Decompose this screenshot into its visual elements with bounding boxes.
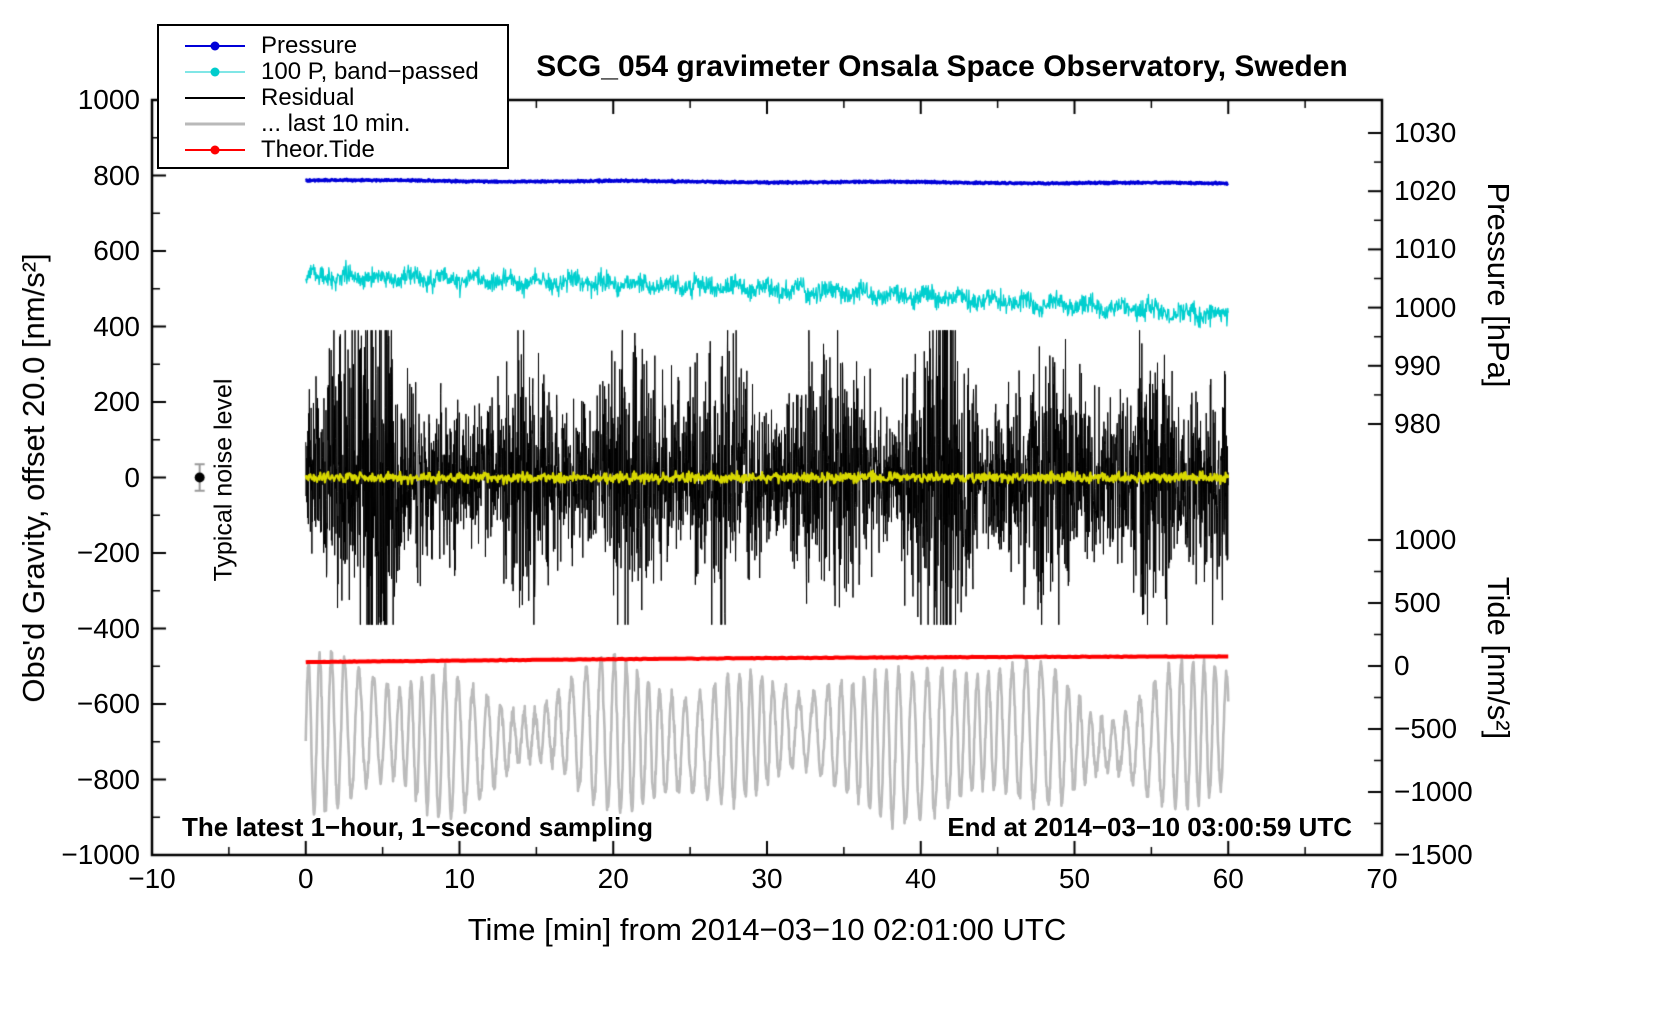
legend-line-swatch <box>185 35 245 57</box>
legend-dot-marker <box>210 67 220 77</box>
legend-item: 100 P, band−passed <box>185 59 507 85</box>
pressure-tick-label: 1030 <box>1394 117 1457 148</box>
legend-item: ... last 10 min. <box>185 111 507 137</box>
y-left-tick-label: 0 <box>124 461 140 493</box>
legend-item-label: 100 P, band−passed <box>261 58 479 85</box>
tide-tick-label: −1000 <box>1394 776 1473 807</box>
legend-dot-marker <box>210 41 220 51</box>
y-left-tick-label: −200 <box>76 537 140 568</box>
x-tick-label: 60 <box>1212 863 1244 894</box>
y-left-tick-label: 800 <box>93 159 140 191</box>
y-left-tick-label: −800 <box>76 763 140 795</box>
y-left-tick-label: −1000 <box>61 839 140 870</box>
legend: Pressure 100 P, band−passed Residual... la… <box>157 24 509 169</box>
x-tick-label: 70 <box>1366 863 1398 894</box>
sampling-annotation: The latest 1−hour, 1−second sampling <box>182 812 654 842</box>
pressure-tick-label: 1020 <box>1394 175 1457 207</box>
tide-tick-label: 0 <box>1394 650 1410 681</box>
x-tick-label: 40 <box>905 863 937 894</box>
y-left-tick-label: −600 <box>76 688 140 719</box>
y-left-tick-label: 200 <box>93 386 140 417</box>
legend-item: Pressure <box>185 33 507 59</box>
x-tick-label: −10 <box>128 863 176 894</box>
legend-line-swatch <box>185 61 245 83</box>
tide-tick-label: 1000 <box>1394 524 1457 555</box>
legend-line-swatch <box>185 113 245 135</box>
legend-line-swatch <box>185 139 245 161</box>
pressure-tick-label: 1000 <box>1394 291 1457 323</box>
noise-level-label: Typical noise level <box>209 378 238 582</box>
y-left-tick-label: 1000 <box>77 84 140 115</box>
y-left-tick-label: 600 <box>93 235 140 266</box>
chart-title: SCG_054 gravimeter Onsala Space Observat… <box>536 50 1348 83</box>
legend-line-swatch <box>185 87 245 109</box>
legend-item: Theor.Tide <box>185 137 507 163</box>
legend-item-label: Theor.Tide <box>261 136 375 163</box>
x-tick-label: 20 <box>597 863 629 894</box>
pressure-tick-label: 990 <box>1394 349 1441 381</box>
tide-tick-label: 500 <box>1394 587 1441 618</box>
pressure-tick-label: 980 <box>1394 408 1441 439</box>
y-left-tick-label: −400 <box>76 612 140 644</box>
x-tick-label: 0 <box>297 863 314 894</box>
tide-tick-label: −500 <box>1394 713 1458 744</box>
y-left-tick-label: 400 <box>93 310 140 342</box>
pressure-tick-label: 1010 <box>1394 233 1457 265</box>
x-tick-label: 10 <box>443 863 476 894</box>
legend-item: Residual <box>185 85 507 111</box>
legend-dot-marker <box>210 145 220 155</box>
legend-item-label: ... last 10 min. <box>261 110 411 137</box>
legend-item-label: Residual <box>261 84 355 111</box>
tide-tick-label: −1500 <box>1394 839 1473 870</box>
end-time-annotation: End at 2014−03−10 03:00:59 UTC <box>947 812 1352 842</box>
x-tick-label: 50 <box>1058 863 1091 894</box>
x-tick-label: 30 <box>751 863 783 894</box>
x-axis-label: Time [min] from 2014−03−10 02:01:00 UTC <box>467 912 1067 947</box>
legend-item-label: Pressure <box>261 32 358 59</box>
